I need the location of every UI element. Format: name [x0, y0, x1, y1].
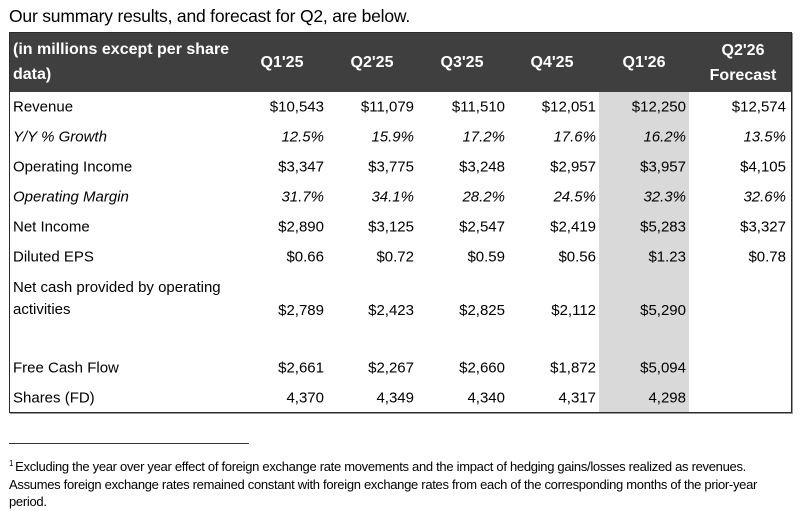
cell-q3-25: $11,510: [451, 98, 505, 116]
column-header-q1-25: Q1'25: [260, 54, 304, 71]
cell-q1-26: $5,094: [640, 359, 686, 377]
row-label: Operating Margin: [13, 188, 129, 206]
cell-q1-26: $1.23: [648, 248, 686, 266]
cell-q1-25: $0.66: [286, 248, 324, 266]
row-label: Operating Income: [13, 158, 133, 176]
cell-q1-25: $10,543: [269, 98, 324, 116]
intro-text: Our summary results, and forecast for Q2…: [9, 6, 411, 26]
cell-q2-26-forecast: $4,105: [740, 158, 786, 176]
cell-q1-26: $5,290: [640, 302, 686, 319]
cell-q1-25: $2,789: [278, 302, 324, 319]
column-header-q4-25: Q4'25: [530, 54, 574, 71]
cell-q1-25: $3,347: [278, 158, 324, 176]
row-label: Revenue: [13, 98, 74, 116]
table-row-net-income: Net Income $2,890 $3,125 $2,547 $2,419 $5,283…: [10, 212, 791, 242]
cell-q4-25: $12,051: [541, 98, 596, 116]
cell-q4-25: $2,957: [550, 158, 596, 176]
table-row-diluted-eps: Diluted EPS $0.66 $0.72 $0.59 $0.56 $1.23 $0.7…: [10, 242, 791, 272]
cell-q2-26-forecast: $0.78: [748, 248, 786, 266]
cell-q2-25: $3,775: [368, 158, 414, 176]
column-header-forecast-line2: Forecast: [709, 66, 777, 84]
cell-q2-26-forecast: 32.6%: [743, 188, 786, 206]
cell-q3-25: $2,825: [459, 302, 505, 319]
footnote: 1 Excluding the year over year effect of …: [9, 455, 789, 511]
cell-q1-25: 31.7%: [281, 188, 324, 206]
cell-q2-25: $11,079: [360, 98, 414, 116]
cell-q2-25: $0.72: [376, 248, 414, 266]
table-row-free-cash-flow: Free Cash Flow $2,661 $2,267 $2,660 $1,872 $5…: [10, 353, 791, 383]
row-label: Net cash provided by operating activitie…: [13, 279, 221, 318]
cell-q1-25: 12.5%: [281, 128, 324, 146]
cell-q4-25: $1,872: [550, 359, 596, 377]
column-header-forecast-line1: Q2'26: [721, 41, 765, 59]
cell-q4-25: $2,419: [550, 218, 596, 236]
cell-q2-25: 4,349: [376, 389, 414, 407]
table-header: (in millions except per share data) Q1'2…: [10, 33, 791, 92]
row-label: Shares (FD): [13, 389, 95, 407]
cell-q4-25: $0.56: [558, 248, 596, 266]
cell-q2-25: 34.1%: [371, 188, 414, 206]
cell-q3-25: 28.2%: [462, 188, 505, 206]
cell-q1-26: 4,298: [648, 389, 686, 407]
cell-q2-26-forecast: $12,574: [731, 98, 786, 116]
footnote-marker: 1: [9, 459, 14, 468]
cell-q1-26: $5,283: [640, 218, 686, 236]
cell-q1-26: $3,957: [640, 158, 686, 176]
cell-q3-25: 4,340: [467, 389, 505, 407]
cell-q4-25: 4,317: [558, 389, 596, 407]
cell-q1-26: 32.3%: [643, 188, 686, 206]
cell-q1-25: $2,890: [278, 218, 324, 236]
footnote-text: Excluding the year over year effect of f…: [9, 459, 758, 509]
column-header-q1-26: Q1'26: [622, 54, 666, 71]
table-row-net-cash-provided-by-operating-activities: Net cash provided by operating activitie…: [10, 273, 791, 323]
cell-q3-25: $2,547: [459, 218, 505, 236]
cell-q3-25: $2,660: [459, 359, 505, 377]
row-label: Free Cash Flow: [13, 359, 119, 377]
cell-q4-25: 17.6%: [553, 128, 596, 146]
cell-q2-26-forecast: 13.5%: [743, 128, 786, 146]
row-label: Net Income: [13, 218, 90, 236]
header-units-label: (in millions except per share data): [13, 41, 230, 83]
cell-q2-26-forecast: $3,327: [740, 218, 786, 236]
cell-q2-25: 15.9%: [371, 128, 414, 146]
cell-q2-25: $2,423: [368, 302, 414, 319]
cell-q3-25: $3,248: [459, 158, 505, 176]
table-row-shares-fd: Shares (FD) 4,370 4,349 4,340 4,317 4,298: [10, 383, 791, 413]
column-header-q2-26-forecast: Q2'26 Forecast: [698, 33, 788, 92]
row-label: Diluted EPS: [13, 248, 94, 266]
cell-q2-25: $3,125: [368, 218, 414, 236]
cell-q1-26: 16.2%: [643, 128, 686, 146]
cell-q4-25: 24.5%: [553, 188, 596, 206]
row-label: Y/Y % Growth: [13, 128, 107, 146]
cell-q1-25: $2,661: [278, 359, 324, 377]
cell-q2-25: $2,267: [368, 359, 414, 377]
cell-q1-26: $12,250: [631, 98, 686, 116]
column-header-q3-25: Q3'25: [440, 54, 484, 71]
summary-results-table: (in millions except per share data) Q1'2…: [9, 32, 792, 413]
cell-q4-25: $2,112: [551, 302, 596, 319]
cell-q1-25: 4,370: [286, 389, 324, 407]
cell-q3-25: $0.59: [467, 248, 505, 266]
column-header-q2-25: Q2'25: [350, 54, 394, 71]
table-row-operating-margin: Operating Margin 31.7% 34.1% 28.2% 24.5% 32.3…: [10, 182, 791, 212]
footnote-divider: [9, 443, 249, 444]
table-row-operating-income: Operating Income $3,347 $3,775 $3,248 $2,957…: [10, 152, 791, 182]
table-row-revenue: Revenue $10,543 $11,079 $11,510 $12,051 $12,2…: [10, 92, 791, 122]
table-row-y-y-growth: Y/Y % Growth 12.5% 15.9% 17.2% 17.6% 16.2% 13.…: [10, 122, 791, 152]
highlighted-column-q1-26: [599, 92, 689, 412]
cell-q3-25: 17.2%: [462, 128, 505, 146]
